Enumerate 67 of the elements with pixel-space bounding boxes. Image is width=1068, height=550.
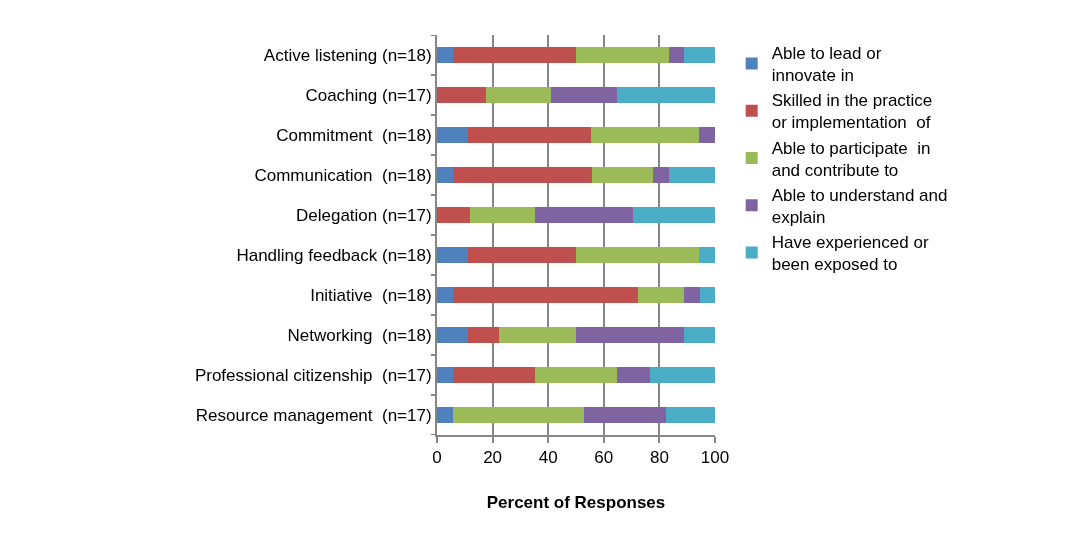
bar xyxy=(699,287,715,303)
bar xyxy=(437,247,468,263)
bar xyxy=(452,47,576,63)
y-tick-label: Delegation (n=17) xyxy=(295,205,432,225)
bar xyxy=(633,207,715,223)
x-tick-label: 100 xyxy=(700,448,730,468)
bar xyxy=(668,167,715,183)
bar xyxy=(684,327,715,343)
bar xyxy=(437,87,486,103)
bar xyxy=(637,287,685,303)
bar xyxy=(437,407,454,423)
bar xyxy=(616,87,715,103)
x-tick-label: 80 xyxy=(649,448,669,468)
bar xyxy=(437,167,453,183)
bar xyxy=(668,47,685,63)
y-tick-label: Communication (n=18) xyxy=(254,165,432,185)
bar xyxy=(699,127,715,143)
x-tick-label: 40 xyxy=(538,448,558,468)
bar xyxy=(437,207,470,223)
legend-label: Able to participate in and contribute to xyxy=(771,138,931,180)
bar xyxy=(498,327,576,343)
bar xyxy=(666,407,715,423)
bar xyxy=(469,207,536,223)
bar xyxy=(535,367,617,383)
bar xyxy=(453,407,585,423)
bar xyxy=(437,367,454,383)
bar xyxy=(684,287,700,303)
bar xyxy=(437,47,453,63)
bar xyxy=(616,367,650,383)
bar xyxy=(485,87,552,103)
legend-label: Skilled in the practice or implementation of xyxy=(771,91,933,133)
legend-label: Able to understand and explain xyxy=(771,185,948,227)
bar xyxy=(576,247,700,263)
bar xyxy=(452,167,592,183)
y-tick-label: Networking (n=18) xyxy=(287,325,432,345)
y-tick-label: Active listening (n=18) xyxy=(263,45,432,65)
y-tick-label: Coaching (n=17) xyxy=(305,85,432,105)
bar xyxy=(576,47,669,63)
bar xyxy=(453,367,536,383)
bar xyxy=(467,327,499,343)
x-tick-label: 20 xyxy=(483,448,503,468)
bar xyxy=(576,327,685,343)
y-tick-label: Professional citizenship (n=17) xyxy=(194,365,432,385)
y-tick-label: Resource management (n=17) xyxy=(195,405,432,425)
bar xyxy=(437,287,453,303)
bar xyxy=(467,127,592,143)
bar xyxy=(653,167,669,183)
bar xyxy=(452,287,638,303)
bar xyxy=(437,327,468,343)
x-tick-label: 0 xyxy=(432,448,442,468)
y-tick-label: Handling feedback (n=18) xyxy=(236,245,432,265)
legend-label: Have experienced or been exposed to xyxy=(771,232,929,275)
x-tick-label: 60 xyxy=(594,448,614,468)
bar xyxy=(584,407,667,423)
bar xyxy=(437,127,468,143)
bar xyxy=(535,207,634,223)
bar xyxy=(551,87,617,103)
bar xyxy=(699,247,715,263)
legend-label: Able to lead or innovate in xyxy=(771,44,882,86)
bar xyxy=(684,47,715,63)
bar xyxy=(649,367,715,383)
x-axis-title: Percent of Responses xyxy=(486,493,666,513)
bar xyxy=(591,127,700,143)
bar xyxy=(591,167,654,183)
bar xyxy=(467,247,576,263)
y-tick-label: Initiative (n=18) xyxy=(310,285,432,305)
y-tick-label: Commitment (n=18) xyxy=(276,125,432,145)
